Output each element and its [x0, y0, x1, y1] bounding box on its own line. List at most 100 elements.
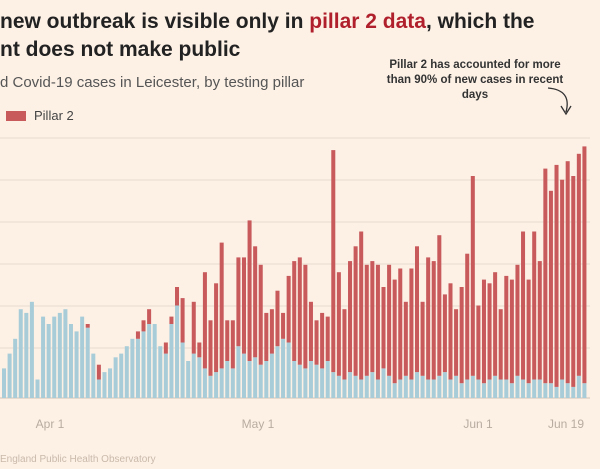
- bar-pillar1-10: [57, 312, 62, 398]
- bar-pillar1-62: [348, 372, 353, 398]
- bar-pillar1-99: [554, 386, 559, 398]
- bar-pillar1-61: [342, 379, 347, 398]
- bar-pillar2-62: [348, 261, 353, 373]
- bar-pillar1-53: [297, 364, 302, 398]
- bar-pillar2-17: [96, 364, 101, 380]
- bar-pillar1-96: [537, 379, 542, 398]
- bar-pillar2-90: [504, 275, 509, 380]
- bar-pillar1-38: [214, 372, 219, 398]
- bar-pillar1-64: [359, 379, 364, 398]
- bar-pillar2-83: [465, 253, 470, 380]
- bar-pillar1-102: [571, 386, 576, 398]
- chart-bars: [2, 146, 587, 398]
- bar-pillar1-18: [102, 372, 107, 398]
- x-tick-label-0: Apr 1: [36, 417, 65, 431]
- bar-pillar1-42: [236, 346, 241, 398]
- bar-pillar1-24: [135, 338, 140, 398]
- bar-pillar1-21: [119, 353, 124, 398]
- bar-pillar1-87: [487, 379, 492, 398]
- bar-pillar1-28: [158, 346, 163, 398]
- bar-pillar1-29: [163, 353, 168, 398]
- bar-pillar2-42: [236, 257, 241, 347]
- legend-swatch-pillar2: [6, 110, 26, 121]
- bar-pillar2-29: [163, 342, 168, 354]
- bar-pillar1-60: [336, 375, 341, 398]
- bar-pillar2-31: [175, 287, 180, 306]
- bar-pillar2-46: [258, 264, 263, 365]
- bar-pillar2-40: [225, 320, 230, 361]
- x-tick-label-1: May 1: [242, 417, 275, 431]
- bar-pillar1-51: [286, 342, 291, 398]
- bar-pillar1-31: [175, 305, 180, 398]
- bar-pillar2-70: [392, 279, 397, 384]
- bar-pillar1-3: [18, 309, 23, 398]
- bar-pillar1-11: [63, 309, 68, 398]
- bar-pillar2-24: [135, 331, 140, 339]
- bar-pillar1-34: [191, 353, 196, 398]
- bar-pillar2-44: [247, 220, 252, 361]
- bar-pillar1-84: [470, 375, 475, 398]
- bar-pillar1-78: [437, 375, 442, 398]
- bar-pillar1-71: [398, 379, 403, 398]
- bar-pillar2-41: [230, 320, 235, 369]
- bar-pillar2-89: [498, 309, 503, 380]
- bar-pillar2-102: [571, 176, 576, 387]
- bar-pillar1-76: [426, 379, 431, 398]
- bar-pillar2-95: [532, 231, 537, 380]
- bar-pillar1-4: [24, 312, 29, 398]
- bar-pillar1-79: [442, 372, 447, 398]
- bar-pillar1-100: [560, 379, 565, 398]
- bar-pillar2-52: [292, 261, 297, 361]
- bar-pillar2-67: [375, 264, 380, 380]
- bar-pillar1-54: [303, 368, 308, 398]
- legend-label-pillar2: Pillar 2: [34, 108, 74, 123]
- bar-pillar1-30: [169, 324, 174, 398]
- bar-pillar2-38: [214, 283, 219, 373]
- bar-pillar2-80: [448, 283, 453, 380]
- bar-pillar1-50: [281, 338, 286, 398]
- bar-pillar2-55: [308, 301, 313, 361]
- bar-pillar2-30: [169, 316, 174, 324]
- bar-pillar2-45: [253, 246, 258, 358]
- bar-pillar1-75: [420, 375, 425, 398]
- bar-pillar1-16: [91, 353, 96, 398]
- bar-pillar1-5: [29, 301, 34, 398]
- bar-pillar1-77: [431, 379, 436, 398]
- bar-pillar1-81: [454, 375, 459, 398]
- bar-pillar1-63: [353, 375, 358, 398]
- headline-line-1: new outbreak is visible only in pillar 2…: [0, 8, 600, 36]
- bar-pillar2-84: [470, 176, 475, 376]
- bar-pillar2-75: [420, 301, 425, 376]
- bar-pillar1-49: [275, 346, 280, 398]
- headline-text-start: new outbreak is visible only in: [0, 10, 310, 33]
- bar-pillar1-12: [68, 324, 73, 398]
- headline: new outbreak is visible only in pillar 2…: [0, 8, 600, 64]
- annotation-arrowhead: [560, 105, 572, 116]
- bar-pillar1-52: [292, 361, 297, 398]
- bar-pillar1-48: [269, 353, 274, 398]
- x-tick-label-2: Jun 1: [463, 417, 493, 431]
- bar-pillar2-88: [493, 272, 498, 376]
- annotation-arrow: [547, 87, 568, 113]
- bar-pillar1-35: [197, 357, 202, 398]
- legend: Pillar 2: [6, 108, 74, 123]
- bar-pillar1-22: [124, 346, 129, 398]
- bar-pillar1-39: [219, 368, 224, 398]
- bar-pillar2-36: [202, 272, 207, 369]
- bar-pillar1-88: [493, 375, 498, 398]
- bar-pillar2-61: [342, 309, 347, 380]
- bar-pillar1-74: [414, 372, 420, 398]
- bar-pillar1-92: [515, 375, 520, 398]
- bar-pillar2-51: [286, 275, 291, 343]
- headline-line-2: nt does not make public: [0, 38, 241, 61]
- bar-pillar2-81: [454, 309, 459, 376]
- bar-pillar2-66: [370, 261, 375, 373]
- bar-pillar1-44: [247, 361, 252, 398]
- bar-pillar2-85: [476, 305, 481, 380]
- bar-pillar1-0: [2, 368, 7, 398]
- bar-pillar1-9: [52, 316, 57, 398]
- bar-pillar1-32: [180, 342, 185, 398]
- bar-pillar1-89: [498, 379, 503, 398]
- bar-pillar2-92: [515, 264, 520, 376]
- bar-pillar1-65: [364, 375, 369, 398]
